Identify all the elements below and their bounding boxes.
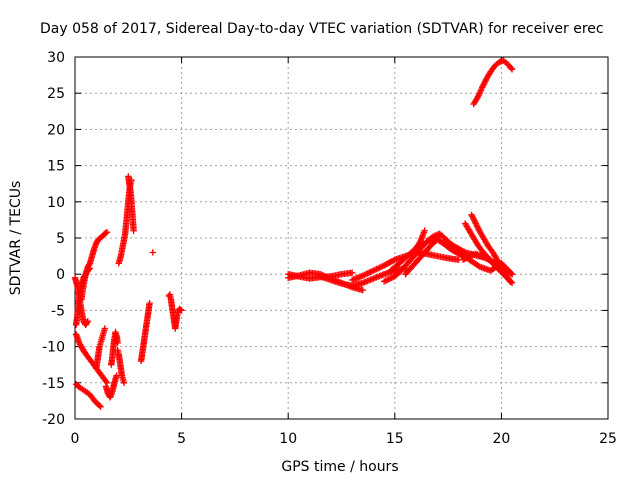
- data-point-plus: [471, 218, 479, 226]
- y-tick-label: 20: [47, 122, 65, 138]
- x-tick-label: 10: [279, 431, 297, 447]
- data-point-plus: [472, 220, 480, 227]
- data-point-plus: [84, 318, 91, 325]
- data-point-plus: [475, 226, 482, 233]
- data-point-plus: [359, 286, 367, 294]
- axis-ticks: [74, 56, 609, 420]
- series-segment-l: [137, 299, 153, 365]
- chart-title: Day 058 of 2017, Sidereal Day-to-day VTE…: [40, 21, 604, 37]
- data-point-plus: [479, 84, 486, 91]
- data-point-plus: [103, 229, 111, 236]
- x-tick-label: 25: [599, 431, 617, 447]
- data-point-plus: [507, 269, 515, 277]
- y-tick-label: -5: [51, 303, 65, 319]
- data-point-plus: [508, 271, 516, 278]
- tick-labels: 0 5 10 15 20 25 -20 -15 -10 -5 0 5 10 15 20 25 30: [42, 50, 617, 447]
- series-segment-peak: [470, 57, 516, 108]
- data-point-plus: [83, 319, 91, 326]
- data-point-plus: [97, 403, 104, 410]
- series-segment-z: [455, 249, 516, 278]
- x-tick-label: 0: [71, 431, 80, 447]
- series-segment-h: [108, 328, 121, 368]
- data-point-plus: [421, 227, 428, 234]
- series-segment-f: [93, 325, 109, 372]
- y-tick-label: 30: [47, 50, 65, 66]
- data-point-plus: [468, 211, 475, 219]
- data-point-plus: [479, 82, 487, 90]
- data-point-plus: [130, 227, 137, 234]
- y-tick-label: -10: [42, 340, 65, 356]
- data-point-plus: [507, 64, 515, 72]
- y-axis-title: SDTVAR / TECUs: [8, 181, 24, 296]
- x-tick-label: 5: [177, 431, 186, 447]
- x-tick-label: 20: [492, 431, 510, 447]
- data-point-plus: [481, 78, 489, 85]
- data-point-plus: [473, 221, 480, 229]
- data-point-plus: [348, 269, 356, 276]
- x-tick-label: 15: [386, 431, 404, 447]
- data-point-plus: [469, 214, 477, 221]
- data-point-plus: [475, 262, 482, 270]
- data-point-plus: [474, 224, 482, 232]
- data-point-plus: [469, 213, 476, 220]
- x-axis-title: GPS time / hours: [281, 459, 398, 475]
- series-segment-i: [114, 347, 128, 386]
- series-segment-n: [165, 291, 185, 332]
- grid-lines: [75, 57, 608, 419]
- data-point-plus: [102, 229, 110, 237]
- data-point-plus: [474, 223, 481, 230]
- y-tick-label: -15: [42, 376, 65, 392]
- data-point-plus: [508, 66, 516, 73]
- data-point-plus: [481, 79, 488, 87]
- data-point-plus: [390, 257, 397, 264]
- series-segment-g: [102, 372, 120, 401]
- series-segment-d: [72, 331, 111, 386]
- y-tick-label: 0: [56, 267, 65, 283]
- series-segment-k: [125, 173, 137, 234]
- series-segment-e: [72, 381, 104, 410]
- series-segment-u: [387, 227, 428, 274]
- y-tick-label: 10: [47, 195, 65, 211]
- data-marks: [71, 57, 516, 410]
- data-point-plus: [480, 81, 487, 88]
- data-point-plus: [96, 402, 103, 409]
- data-point-plus: [101, 325, 109, 332]
- data-point-plus: [146, 299, 153, 307]
- data-point-plus: [470, 215, 477, 223]
- data-point-plus: [508, 279, 516, 287]
- y-tick-label: -20: [42, 412, 65, 428]
- data-point-plus: [471, 217, 478, 224]
- data-point-plus: [178, 307, 185, 314]
- series-segment-c: [78, 229, 111, 303]
- series-segment-m: [149, 249, 157, 256]
- y-tick-label: 25: [47, 86, 65, 102]
- data-point-plus: [120, 379, 128, 386]
- y-tick-label: 15: [47, 159, 65, 175]
- data-point-plus: [177, 306, 184, 313]
- data-point-plus: [149, 249, 157, 256]
- y-tick-label: 5: [56, 231, 65, 247]
- data-point-plus: [114, 339, 121, 347]
- data-point-plus: [507, 278, 515, 286]
